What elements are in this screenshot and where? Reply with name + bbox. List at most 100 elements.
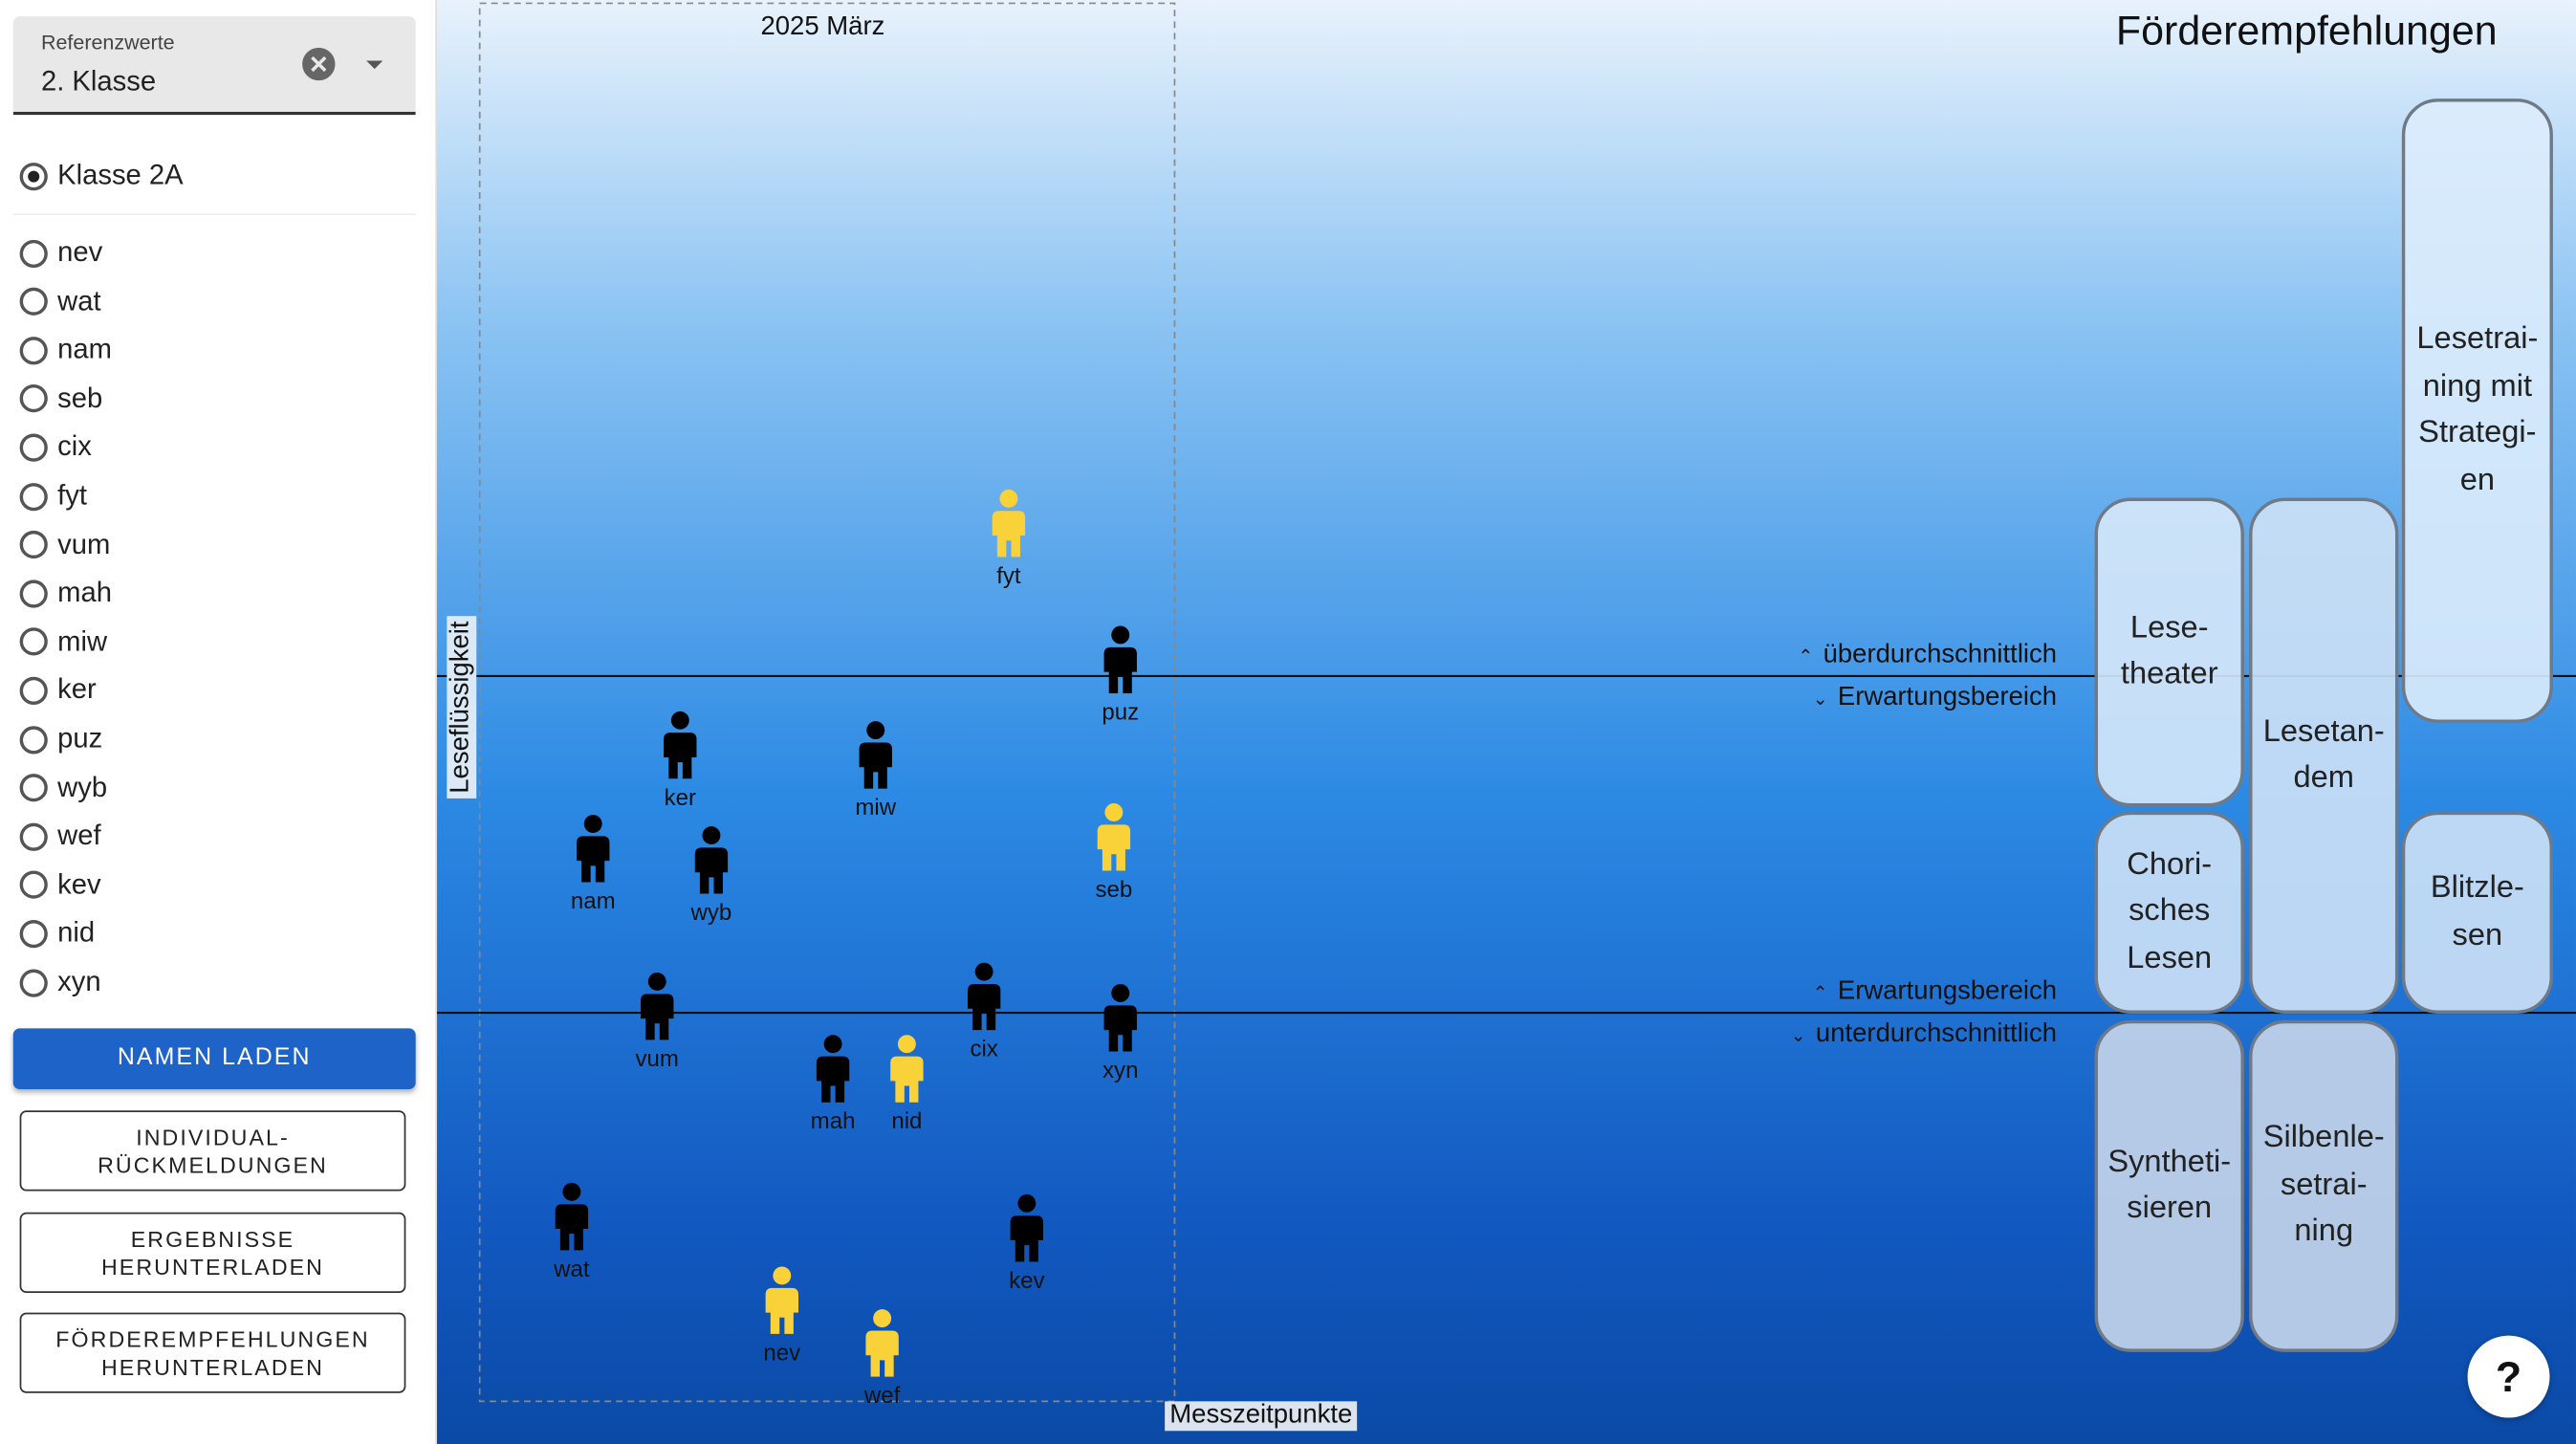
radio-circle bbox=[19, 627, 48, 656]
student-label: wef bbox=[57, 820, 101, 852]
action-button[interactable]: NAMEN LADEN bbox=[12, 1028, 416, 1089]
figure-head bbox=[1111, 625, 1130, 645]
student-radio[interactable]: wef bbox=[19, 819, 101, 855]
student-label: nid bbox=[57, 917, 96, 949]
student-label: seb bbox=[57, 382, 103, 414]
student-figure[interactable] bbox=[1103, 625, 1137, 693]
student-label: xyn bbox=[57, 966, 101, 997]
recommendation-tile[interactable]: Blitzle- sen bbox=[2401, 811, 2553, 1014]
figure-head bbox=[897, 1035, 916, 1054]
student-figure[interactable] bbox=[1010, 1193, 1043, 1262]
student-label: nev bbox=[57, 236, 103, 269]
recommendation-tile[interactable]: Lesetan- dem bbox=[2249, 497, 2399, 1014]
figure-body bbox=[555, 1204, 589, 1251]
figure-head bbox=[823, 1035, 842, 1054]
student-radio[interactable]: nid bbox=[19, 916, 96, 952]
side-panel: Referenzwerte 2. Klasse Klasse 2A nev wat… bbox=[0, 0, 438, 1444]
radio-circle bbox=[19, 238, 48, 268]
student-name: ker bbox=[665, 785, 696, 811]
student-figure[interactable] bbox=[555, 1182, 589, 1251]
figure-head bbox=[1017, 1193, 1037, 1213]
figure-head bbox=[873, 1309, 892, 1328]
figure-head bbox=[583, 815, 602, 833]
plot-title: Förderempfehlungen bbox=[2115, 8, 2498, 55]
student-label: kev bbox=[57, 868, 101, 901]
recommendation-tile[interactable]: Lesetrai- ning mit Strategi- en bbox=[2401, 98, 2553, 723]
student-name: xyn bbox=[1102, 1058, 1138, 1083]
recommendation-tile[interactable]: Silbenle- setrai- ning bbox=[2249, 1019, 2399, 1352]
student-figure[interactable] bbox=[992, 489, 1026, 558]
student-figure[interactable] bbox=[577, 815, 610, 883]
band-label: ⌄ unterdurchschnittlich bbox=[1791, 1020, 2057, 1050]
student-name: fyt bbox=[996, 563, 1021, 589]
student-radio[interactable]: xyn bbox=[19, 964, 101, 1000]
student-radio[interactable]: nev bbox=[19, 235, 103, 272]
figure-body bbox=[816, 1056, 850, 1103]
student-radio[interactable]: kev bbox=[19, 867, 101, 904]
student-label: mah bbox=[57, 577, 112, 608]
radio-circle bbox=[19, 870, 48, 900]
band-text: überdurchschnittlich bbox=[1823, 640, 2058, 669]
student-radio[interactable]: wat bbox=[19, 283, 101, 319]
student-name: seb bbox=[1095, 877, 1132, 903]
student-figure[interactable] bbox=[664, 711, 697, 779]
student-figure[interactable] bbox=[890, 1035, 924, 1103]
student-figure[interactable] bbox=[1097, 803, 1131, 871]
help-button[interactable]: ? bbox=[2467, 1335, 2550, 1418]
figure-body bbox=[865, 1330, 899, 1377]
action-button[interactable]: FÖRDEREMPFEHLUNGEN HERUNTERLADEN bbox=[19, 1312, 406, 1393]
figure-body bbox=[664, 733, 697, 779]
class-radio[interactable]: Klasse 2A bbox=[19, 158, 184, 194]
figure-head bbox=[866, 721, 885, 740]
student-name: cix bbox=[970, 1037, 997, 1062]
recommendation-tile[interactable]: Lese- theater bbox=[2094, 497, 2244, 807]
student-radio[interactable]: wyb bbox=[19, 770, 107, 806]
figure-body bbox=[1010, 1215, 1043, 1262]
reference-select[interactable]: Referenzwerte 2. Klasse bbox=[12, 16, 416, 116]
student-label: ker bbox=[57, 674, 97, 706]
student-radio[interactable]: mah bbox=[19, 576, 112, 612]
band-label: ⌄ Erwartungsbereich bbox=[1813, 684, 2057, 713]
radio-circle bbox=[19, 384, 48, 413]
student-figure[interactable] bbox=[865, 1309, 899, 1377]
student-radio[interactable]: vum bbox=[19, 527, 111, 563]
figure-body bbox=[967, 984, 1001, 1031]
student-figure[interactable] bbox=[1103, 984, 1137, 1052]
figure-body bbox=[890, 1056, 924, 1103]
student-figure[interactable] bbox=[765, 1266, 798, 1334]
figure-body bbox=[694, 847, 729, 894]
student-figure[interactable] bbox=[967, 962, 1001, 1031]
recommendation-tile[interactable]: Syntheti- sieren bbox=[2094, 1019, 2244, 1352]
student-radio[interactable]: ker bbox=[19, 672, 97, 709]
student-figure[interactable] bbox=[859, 721, 892, 789]
figure-head bbox=[562, 1182, 581, 1201]
student-label: puz bbox=[57, 722, 103, 755]
student-radio[interactable]: fyt bbox=[19, 478, 87, 514]
figure-head bbox=[647, 972, 666, 991]
student-figure[interactable] bbox=[694, 826, 729, 894]
student-radio[interactable]: puz bbox=[19, 721, 103, 757]
student-radio[interactable]: miw bbox=[19, 624, 108, 660]
student-figure[interactable] bbox=[816, 1035, 850, 1103]
student-name: wef bbox=[863, 1383, 901, 1409]
action-button[interactable]: ERGEBNISSE HERUNTERLADEN bbox=[19, 1212, 406, 1293]
recommendation-tile[interactable]: Chori- sches Lesen bbox=[2094, 811, 2244, 1014]
student-radio[interactable]: nam bbox=[19, 332, 112, 368]
figure-body bbox=[765, 1287, 798, 1334]
figure-head bbox=[974, 962, 993, 981]
figure-body bbox=[1103, 646, 1137, 693]
student-name: puz bbox=[1102, 699, 1139, 725]
student-label: miw bbox=[57, 625, 108, 657]
radio-circle bbox=[19, 774, 48, 802]
student-radio[interactable]: cix bbox=[19, 429, 92, 466]
action-button[interactable]: INDIVIDUAL- RÜCKMELDUNGEN bbox=[19, 1110, 406, 1192]
band-text: Erwartungsbereich bbox=[1837, 977, 2058, 1006]
period-frame bbox=[478, 2, 1176, 1403]
band-label: ⌃ Erwartungsbereich bbox=[1813, 977, 2057, 1007]
radio-circle bbox=[19, 482, 48, 511]
radio-circle bbox=[19, 579, 48, 608]
student-radio[interactable]: seb bbox=[19, 381, 103, 417]
dropdown-arrow[interactable] bbox=[366, 60, 383, 70]
student-figure[interactable] bbox=[641, 972, 674, 1040]
